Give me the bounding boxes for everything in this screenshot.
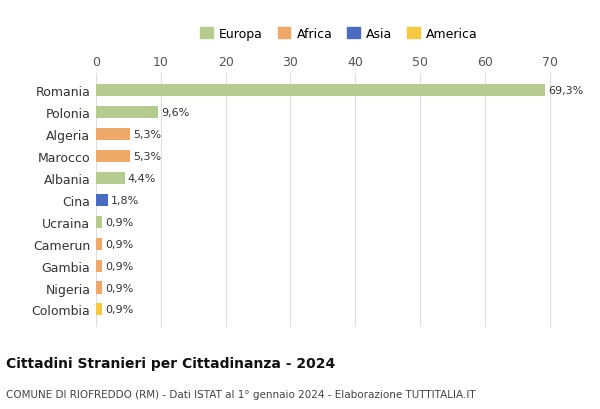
Bar	[96, 129, 130, 141]
Text: 5,3%: 5,3%	[134, 130, 162, 140]
Legend: Europa, Africa, Asia, America: Europa, Africa, Asia, America	[196, 24, 482, 45]
Bar	[96, 173, 125, 184]
Bar	[96, 216, 102, 228]
Bar	[96, 238, 102, 250]
Text: 1,8%: 1,8%	[111, 196, 139, 205]
Bar	[96, 282, 102, 294]
Text: 0,9%: 0,9%	[105, 305, 133, 315]
Text: 4,4%: 4,4%	[128, 173, 156, 184]
Bar	[96, 85, 545, 97]
Text: 0,9%: 0,9%	[105, 283, 133, 293]
Text: 0,9%: 0,9%	[105, 217, 133, 227]
Text: 9,6%: 9,6%	[161, 108, 190, 118]
Bar	[96, 260, 102, 272]
Text: 69,3%: 69,3%	[548, 86, 584, 96]
Bar	[96, 151, 130, 163]
Text: 5,3%: 5,3%	[134, 152, 162, 162]
Bar	[96, 107, 158, 119]
Bar	[96, 303, 102, 316]
Text: 0,9%: 0,9%	[105, 239, 133, 249]
Bar	[96, 194, 107, 207]
Text: Cittadini Stranieri per Cittadinanza - 2024: Cittadini Stranieri per Cittadinanza - 2…	[6, 356, 335, 370]
Text: 0,9%: 0,9%	[105, 261, 133, 271]
Text: COMUNE DI RIOFREDDO (RM) - Dati ISTAT al 1° gennaio 2024 - Elaborazione TUTTITAL: COMUNE DI RIOFREDDO (RM) - Dati ISTAT al…	[6, 389, 476, 399]
